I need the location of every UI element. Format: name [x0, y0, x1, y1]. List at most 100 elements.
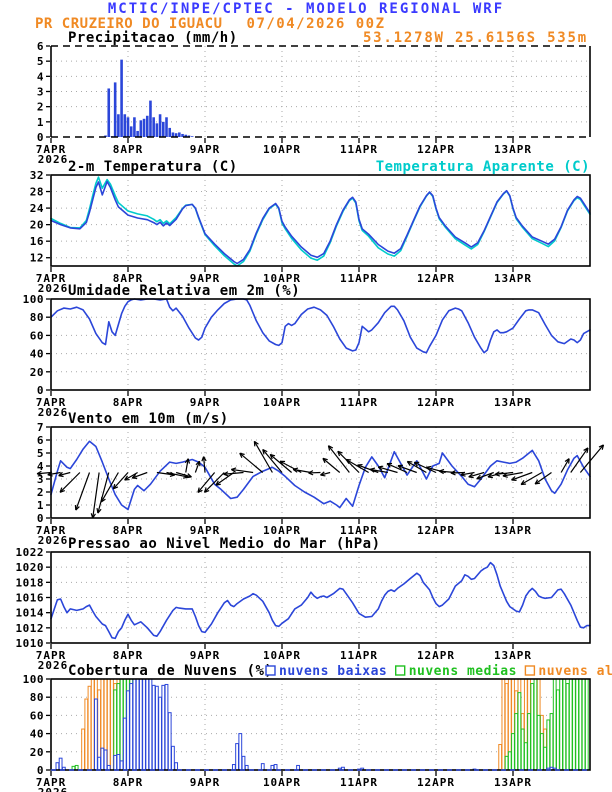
svg-text:0: 0	[37, 764, 44, 777]
pressao-nivel-mar-line	[50, 561, 591, 640]
svg-text:80: 80	[30, 311, 44, 324]
clouds-data	[55, 678, 589, 771]
svg-text:8APR: 8APR	[113, 649, 144, 662]
svg-text:80: 80	[30, 691, 44, 704]
svg-text:0: 0	[37, 131, 44, 144]
grid	[51, 46, 590, 137]
svg-text:60: 60	[30, 709, 44, 722]
frame	[50, 551, 591, 644]
temperature-title: 2-m Temperatura (C)	[68, 159, 238, 175]
svg-text:0: 0	[37, 512, 44, 525]
svg-text:20: 20	[30, 746, 44, 759]
frame	[50, 678, 591, 771]
svg-text:2026: 2026	[38, 534, 69, 547]
svg-text:10APR: 10APR	[263, 272, 301, 285]
svg-text:11APR: 11APR	[340, 524, 378, 537]
pressure-data	[50, 561, 591, 640]
svg-text:1016: 1016	[16, 592, 45, 605]
svg-text:1: 1	[37, 499, 44, 512]
svg-text:7: 7	[37, 421, 44, 434]
panel-pressure: 10101012101410161018102010227APR20268APR…	[16, 536, 591, 672]
svg-text:2026: 2026	[38, 282, 69, 295]
svg-text:11APR: 11APR	[340, 396, 378, 409]
clouds-legend: nuvens baixas nuvens medias nuvens altas	[265, 664, 612, 679]
svg-text:11APR: 11APR	[340, 776, 378, 789]
svg-text:1012: 1012	[16, 622, 45, 635]
svg-text:13APR: 13APR	[494, 776, 532, 789]
precipitation-title: Precipitacao (mm/h)	[68, 30, 238, 46]
temperatura-aparente-line	[50, 176, 591, 267]
temperature-data	[50, 176, 591, 267]
svg-text:6: 6	[37, 434, 44, 447]
svg-text:40: 40	[30, 348, 44, 361]
svg-text:16: 16	[30, 235, 44, 248]
svg-text:2026: 2026	[38, 406, 69, 419]
svg-text:8APR: 8APR	[113, 524, 144, 537]
svg-text:0: 0	[37, 384, 44, 397]
svg-text:10APR: 10APR	[263, 524, 301, 537]
model-title: MCTIC/INPE/CPTEC - MODELO REGIONAL WRF	[107, 1, 505, 17]
svg-text:11APR: 11APR	[340, 143, 378, 156]
svg-text:2026: 2026	[38, 153, 69, 166]
svg-text:12APR: 12APR	[417, 524, 455, 537]
station-coordinates: 53.1278W 25.6156S 535m	[362, 30, 588, 46]
frame	[50, 298, 591, 391]
svg-text:7APR: 7APR	[36, 396, 67, 409]
svg-text:9APR: 9APR	[190, 776, 221, 789]
svg-text:9APR: 9APR	[190, 524, 221, 537]
svg-text:9APR: 9APR	[190, 649, 221, 662]
nuvens-baixas-bars	[55, 678, 557, 771]
svg-text:7APR: 7APR	[36, 776, 67, 789]
svg-text:12APR: 12APR	[417, 143, 455, 156]
svg-text:1022: 1022	[16, 546, 45, 559]
svg-text:1018: 1018	[16, 576, 45, 589]
svg-text:13APR: 13APR	[494, 272, 532, 285]
station-run-row: PR CRUZEIRO DO IGUACU 07/04/2026 00Z	[35, 16, 386, 32]
svg-text:10APR: 10APR	[263, 396, 301, 409]
svg-text:5: 5	[37, 55, 44, 68]
y-axis-labels: 1010 1012 1014 1016 1018 1020 1022	[16, 546, 50, 650]
svg-text:nuvens altas: nuvens altas	[538, 664, 612, 679]
svg-text:1014: 1014	[16, 607, 45, 620]
svg-text:nuvens baixas: nuvens baixas	[279, 664, 387, 679]
svg-text:100: 100	[23, 673, 44, 686]
svg-text:8APR: 8APR	[113, 143, 144, 156]
svg-text:13APR: 13APR	[494, 396, 532, 409]
svg-text:11APR: 11APR	[340, 272, 378, 285]
svg-text:8APR: 8APR	[113, 396, 144, 409]
wind-title: Vento em 10m (m/s)	[68, 411, 229, 427]
svg-text:28: 28	[30, 186, 44, 199]
frame	[50, 45, 591, 138]
svg-text:10APR: 10APR	[263, 649, 301, 662]
svg-text:4: 4	[37, 460, 44, 473]
svg-text:1: 1	[37, 116, 44, 129]
y-axis-labels: 12 16 20 24 28 32	[30, 169, 50, 265]
y-axis-labels: 0 1 2 3 4 5 6	[37, 40, 50, 144]
svg-text:1010: 1010	[16, 637, 45, 650]
y-axis-labels: 0 20 40 60 80 100	[23, 293, 50, 397]
svg-text:9APR: 9APR	[190, 143, 221, 156]
svg-text:2026: 2026	[38, 786, 69, 792]
station-name: PR CRUZEIRO DO IGUACU	[35, 16, 223, 32]
svg-text:11APR: 11APR	[340, 649, 378, 662]
y-axis-labels: 0 20 40 60 80 100	[23, 673, 50, 777]
svg-text:12APR: 12APR	[417, 272, 455, 285]
svg-text:nuvens medias: nuvens medias	[409, 664, 517, 679]
svg-text:2: 2	[37, 101, 44, 114]
svg-text:6: 6	[37, 40, 44, 53]
svg-text:7APR: 7APR	[36, 524, 67, 537]
svg-text:60: 60	[30, 329, 44, 342]
umidade-relativa-line	[50, 298, 591, 354]
svg-text:2026: 2026	[38, 659, 69, 672]
